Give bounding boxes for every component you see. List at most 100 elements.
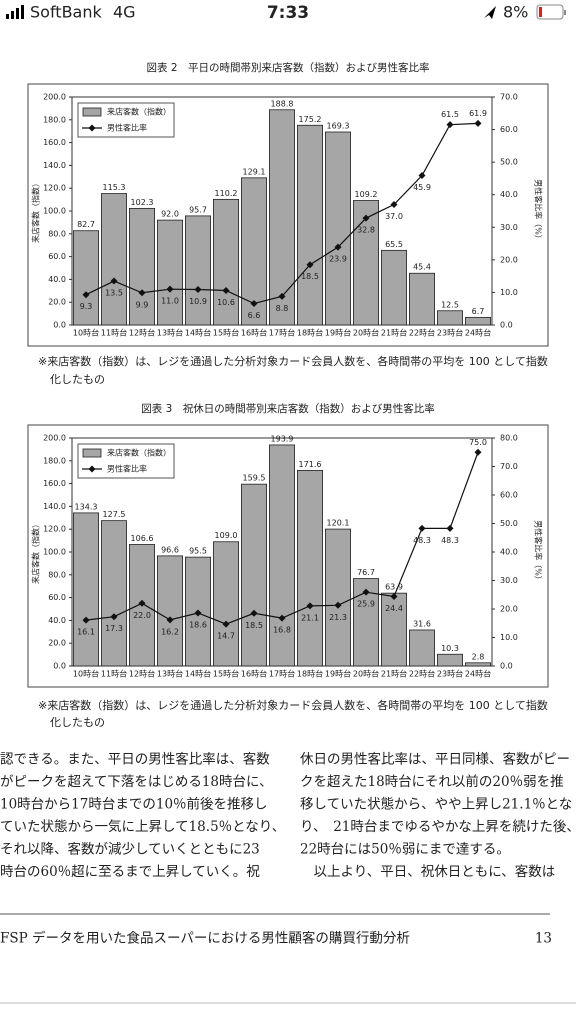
y-tick-label: 0.0 xyxy=(53,321,66,330)
line-value-label: 48.3 xyxy=(413,536,431,545)
line-marker xyxy=(250,300,258,308)
line-marker xyxy=(166,616,174,624)
bar xyxy=(408,272,435,326)
legend-label: 来店客数（指数） xyxy=(107,107,171,117)
legend-swatch xyxy=(88,465,96,473)
body-line: 10時台から17時台までの10％前後を推移し xyxy=(0,796,268,813)
x-tick-label: 13時台 xyxy=(157,328,183,338)
y2-tick-label: 60.0 xyxy=(500,125,518,134)
bar-value-label: 63.9 xyxy=(385,583,403,592)
y-tick-label: 20.0 xyxy=(48,639,66,648)
body-line: クを超えた18時台にそれ以前の20％弱を推 xyxy=(300,773,564,790)
legend-label: 来店客数（指数） xyxy=(107,448,171,458)
line-marker xyxy=(474,119,482,127)
y2-axis-title: 男性客比率（%） xyxy=(534,179,544,243)
bar xyxy=(101,520,128,667)
bar xyxy=(436,310,463,326)
line-value-label: 45.9 xyxy=(413,183,431,192)
line-marker xyxy=(362,214,370,222)
y-tick-label: 120.0 xyxy=(43,184,66,193)
y-tick-label: 100.0 xyxy=(43,548,66,557)
y2-tick-label: 0.0 xyxy=(500,662,513,671)
bar-value-label: 95.7 xyxy=(189,205,207,214)
x-tick-label: 23時台 xyxy=(437,328,463,338)
battery-icon xyxy=(564,10,566,15)
bar xyxy=(436,653,463,667)
line-value-label: 32.8 xyxy=(357,226,375,235)
bar-value-label: 159.5 xyxy=(243,474,266,483)
bar xyxy=(73,230,100,326)
bar-value-label: 92.0 xyxy=(161,210,179,219)
x-tick-label: 24時台 xyxy=(465,328,491,338)
chart-title: 図表 2 平日の時間帯別来店客数（指数）および男性客比率 xyxy=(146,61,429,74)
body-line: 22時台には50％弱にまで達する。 xyxy=(300,842,510,858)
battery-icon xyxy=(539,7,542,17)
bar xyxy=(212,541,239,667)
bar-value-label: 10.3 xyxy=(441,644,459,653)
note: ※来店客数（指数）は、レジを通過した分析対象カード会員人数を、各時間帯の平均を … xyxy=(38,698,548,712)
bar-value-label: 120.1 xyxy=(327,519,350,528)
y-tick-label: 180.0 xyxy=(43,115,66,124)
y2-tick-label: 70.0 xyxy=(500,93,518,102)
body-line: 以上より、平日、祝休日ともに、客数は xyxy=(300,863,555,880)
y2-tick-label: 60.0 xyxy=(500,491,518,500)
signal-icon xyxy=(11,11,14,19)
bar xyxy=(464,316,491,326)
x-tick-label: 12時台 xyxy=(129,328,155,338)
clock: 7:33 xyxy=(267,3,309,23)
line-value-label: 10.9 xyxy=(189,297,207,306)
bar xyxy=(408,629,435,667)
note: 化したもの xyxy=(50,373,105,386)
x-tick-label: 17時台 xyxy=(269,328,295,338)
line-value-label: 9.9 xyxy=(136,300,149,309)
line-value-label: 18.5 xyxy=(301,272,319,281)
legend-swatch xyxy=(82,448,102,458)
bar-value-label: 110.2 xyxy=(215,189,238,198)
line-marker xyxy=(278,292,286,300)
line-value-label: 17.3 xyxy=(105,624,123,633)
x-tick-label: 15時台 xyxy=(213,669,239,679)
x-tick-label: 19時台 xyxy=(325,328,351,338)
x-tick-label: 14時台 xyxy=(185,328,211,338)
line-marker xyxy=(110,613,118,621)
line-marker xyxy=(446,121,454,129)
line-marker xyxy=(138,599,146,607)
line-value-label: 9.3 xyxy=(80,302,93,311)
y2-tick-label: 70.0 xyxy=(500,462,518,471)
line-value-label: 75.0 xyxy=(469,438,487,447)
line-marker xyxy=(474,448,482,456)
y-tick-label: 80.0 xyxy=(48,570,66,579)
legend-box xyxy=(77,443,175,479)
y-tick-label: 140.0 xyxy=(43,161,66,170)
x-tick-label: 22時台 xyxy=(409,669,435,679)
x-tick-label: 18時台 xyxy=(297,669,323,679)
y-tick-label: 200.0 xyxy=(43,93,66,102)
bar xyxy=(101,193,128,326)
network: 4G xyxy=(113,3,136,22)
y-tick-label: 140.0 xyxy=(43,502,66,511)
line-value-label: 22.0 xyxy=(133,611,151,620)
x-tick-label: 15時台 xyxy=(213,328,239,338)
bar xyxy=(156,555,183,667)
bar-value-label: 82.7 xyxy=(77,220,95,229)
line-marker xyxy=(390,592,398,600)
line-marker xyxy=(166,285,174,293)
signal-icon xyxy=(16,8,19,19)
line-value-label: 23.9 xyxy=(329,255,347,264)
y2-tick-label: 10.0 xyxy=(500,288,518,297)
line-value-label: 6.6 xyxy=(248,311,261,320)
body-line: がピークを超えて下落をはじめる18時台に、 xyxy=(0,774,273,790)
line-marker xyxy=(334,601,342,609)
line-marker xyxy=(418,171,426,179)
line-value-label: 61.9 xyxy=(469,109,487,118)
x-tick-label: 21時台 xyxy=(381,669,407,679)
battery-icon xyxy=(536,4,564,20)
line-value-label: 24.4 xyxy=(385,604,403,613)
line-marker xyxy=(250,609,258,617)
location-icon xyxy=(484,6,496,19)
line-value-label: 18.6 xyxy=(189,620,207,629)
bar-value-label: 45.4 xyxy=(413,263,431,272)
line-value-label: 16.2 xyxy=(161,627,179,636)
